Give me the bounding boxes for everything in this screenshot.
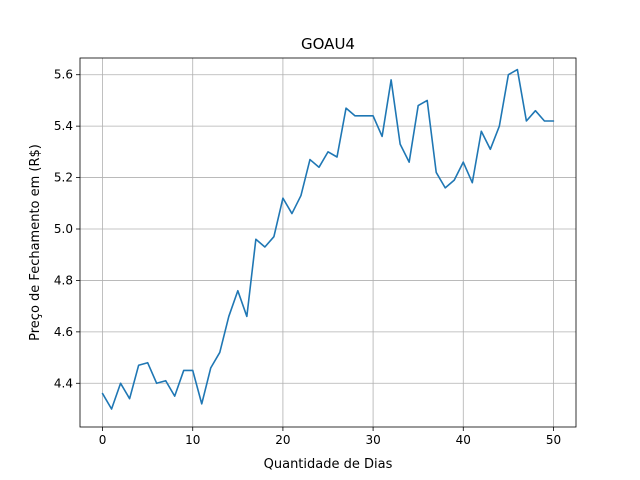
y-tick-label: 5.2 [54,171,73,185]
axis-ticks: 0 10 20 30 40 50 4.4 4.6 4.8 5.0 5.2 5.4 5.6 [54,68,561,447]
plot-frame [79,57,577,428]
y-tick-label: 4.4 [54,376,73,390]
x-axis-title: Quantidade de Dias [264,457,393,472]
y-tick-label: 4.6 [54,325,73,339]
grid [80,58,576,427]
y-tick-label: 5.0 [54,222,73,236]
x-tick-label: 40 [456,433,471,447]
x-tick-label: 10 [185,433,200,447]
y-tick-label: 5.6 [54,68,73,82]
x-tick-label: 30 [365,433,380,447]
series-layer [101,68,555,410]
y-tick-label: 5.4 [54,119,73,133]
x-tick-label: 0 [99,433,107,447]
y-tick-label: 4.8 [54,273,73,287]
x-tick-label: 50 [546,433,561,447]
series-line [101,68,555,410]
y-axis-title: Preço de Fechamento em (R$) [28,144,43,341]
chart-title: GOAU4 [301,35,355,53]
x-tick-label: 20 [275,433,290,447]
